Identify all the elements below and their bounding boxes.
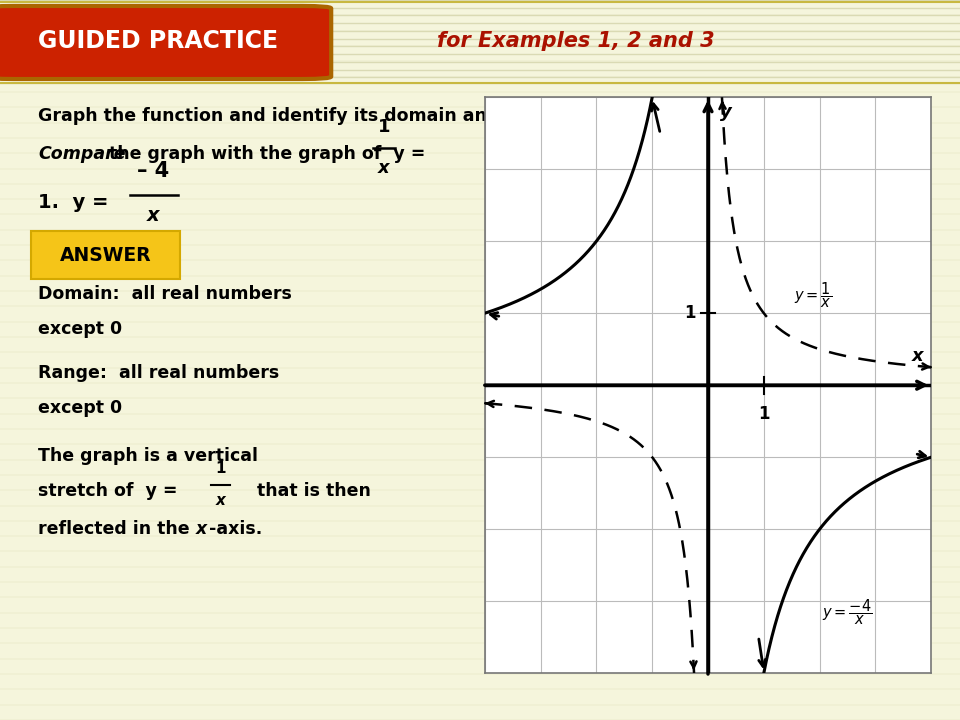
Text: GUIDED PRACTICE: GUIDED PRACTICE	[38, 29, 278, 53]
Text: stretch of  y =: stretch of y =	[38, 482, 184, 500]
Text: x: x	[196, 520, 207, 538]
FancyBboxPatch shape	[31, 231, 180, 279]
Text: reflected in the: reflected in the	[38, 520, 196, 538]
Text: y: y	[720, 102, 732, 120]
Text: x: x	[378, 158, 390, 176]
Text: 1.  y =: 1. y =	[38, 193, 108, 212]
Text: 1: 1	[758, 405, 770, 423]
Text: 1: 1	[216, 461, 226, 475]
Text: Range:  all real numbers: Range: all real numbers	[38, 364, 279, 382]
FancyBboxPatch shape	[0, 6, 331, 79]
Text: the graph with the graph of  y =: the graph with the graph of y =	[104, 145, 425, 163]
Text: Domain:  all real numbers: Domain: all real numbers	[38, 285, 292, 303]
Text: 1: 1	[377, 118, 391, 136]
Text: 1: 1	[684, 304, 696, 323]
Text: x: x	[911, 347, 924, 365]
Text: Graph the function and identify its domain and range.: Graph the function and identify its doma…	[38, 107, 569, 125]
Text: ANSWER: ANSWER	[60, 246, 152, 265]
Text: $y = \dfrac{1}{x}$: $y = \dfrac{1}{x}$	[795, 280, 832, 310]
Text: except 0: except 0	[38, 320, 123, 338]
Text: x: x	[216, 493, 226, 508]
Text: except 0: except 0	[38, 400, 123, 418]
Text: – 4: – 4	[137, 161, 170, 181]
Text: -axis.: -axis.	[209, 520, 262, 538]
Text: x: x	[147, 206, 160, 225]
Text: that is then: that is then	[245, 482, 371, 500]
Text: Compare: Compare	[38, 145, 126, 163]
Text: The graph is a vertical: The graph is a vertical	[38, 447, 258, 465]
Text: for Examples 1, 2 and 3: for Examples 1, 2 and 3	[437, 31, 715, 51]
Text: $y = \dfrac{-4}{x}$: $y = \dfrac{-4}{x}$	[823, 597, 873, 627]
